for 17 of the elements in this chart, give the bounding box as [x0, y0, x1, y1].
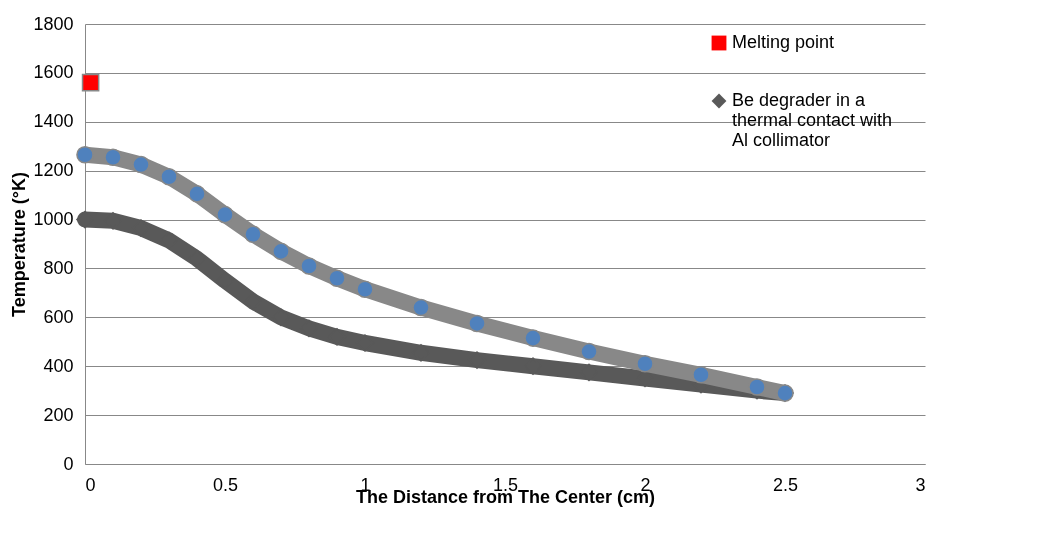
- legend-label: Melting point: [732, 32, 835, 52]
- x-tick-label: 0.5: [212, 474, 239, 495]
- y-tick-label: 800: [43, 257, 74, 278]
- y-tick-label: 400: [43, 355, 74, 376]
- y-tick-label: 1600: [33, 62, 74, 83]
- legend-label: Be degrader in a thermal contact with Al collimator: [732, 90, 893, 150]
- y-tick-label: 1200: [33, 160, 74, 181]
- y-tick-label: 1400: [33, 111, 74, 132]
- x-tick-label: 3: [915, 474, 926, 495]
- y-tick-label: 600: [43, 306, 74, 327]
- x-tick-label: 2.5: [772, 474, 799, 495]
- y-axis-title: Temperature (°K): [9, 172, 30, 317]
- y-tick-label: 200: [43, 404, 74, 425]
- y-tick-label: 1800: [33, 13, 74, 34]
- y-tick-label: 0: [63, 453, 74, 474]
- y-tick-label: 1000: [33, 209, 74, 230]
- x-tick-label: 0: [85, 474, 96, 495]
